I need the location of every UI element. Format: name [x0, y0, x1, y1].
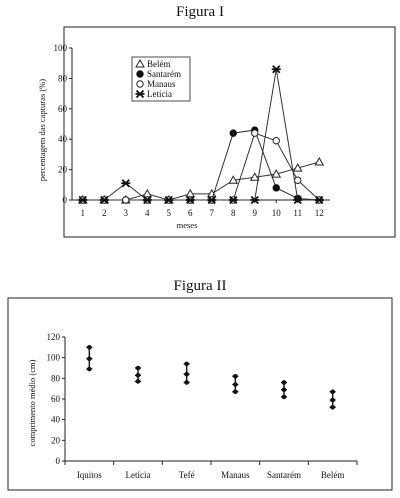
x-tick-label-leticia: Letícia: [126, 470, 151, 480]
y-tick-label: 100: [47, 353, 61, 363]
data-point-leticia: [78, 195, 88, 205]
range-mark-leticia: [135, 365, 141, 384]
x-tick-label-tefe: Tefé: [179, 470, 195, 480]
x-tick-label: 5: [167, 208, 172, 218]
data-point-leticia: [250, 195, 260, 205]
range-end-point: [330, 404, 335, 410]
range-end-point: [233, 389, 238, 395]
range-mark-tefe: [183, 361, 190, 385]
x-tick-label: 8: [231, 208, 236, 218]
figure-2-frame: [7, 297, 393, 491]
range-end-point: [330, 389, 335, 395]
y-tick-label: 60: [58, 104, 68, 114]
y-axis-label: comprimento médio (cm): [27, 359, 37, 446]
x-tick-label: 12: [315, 208, 324, 218]
range-end-point: [87, 366, 92, 372]
data-point-santarem: [272, 184, 280, 192]
range-end-point: [184, 361, 189, 367]
legend-label-belem: Belém: [147, 59, 171, 69]
y-tick-label: 40: [51, 415, 61, 425]
mean-point: [135, 372, 141, 378]
range-mark-santarem: [281, 380, 287, 400]
x-tick-label: 2: [102, 208, 107, 218]
data-point-leticia: [228, 195, 238, 205]
legend-label-santarem: Santarém: [147, 69, 181, 79]
mean-point: [330, 397, 335, 403]
legend-marker-leticia: [135, 89, 145, 99]
figure-2-title: Figura II: [173, 278, 227, 294]
range-end-point: [184, 380, 189, 385]
x-tick-label: 9: [253, 208, 258, 218]
data-point-manaus: [122, 196, 130, 204]
data-point-leticia: [314, 195, 324, 205]
data-point-leticia: [207, 195, 217, 205]
data-point-leticia: [121, 179, 131, 188]
x-tick-label: 11: [293, 208, 302, 218]
y-tick-label: 0: [56, 456, 61, 466]
range-end-point: [233, 373, 238, 379]
x-tick-label-iquitos: Iquitos: [77, 470, 102, 480]
data-point-leticia: [99, 195, 109, 205]
data-point-santarem: [229, 129, 237, 137]
data-point-leticia: [271, 65, 281, 74]
range-end-point: [87, 345, 92, 350]
legend-label-manaus: Manaus: [147, 79, 176, 89]
y-tick-label: 20: [58, 165, 68, 175]
data-point-belem: [228, 175, 239, 184]
range-mark-belem: [329, 389, 336, 410]
data-point-belem: [249, 172, 260, 181]
y-tick-label: 20: [51, 435, 61, 445]
y-tick-label: 100: [54, 43, 68, 53]
y-axis-label: percentagem das capturas (%): [37, 79, 47, 181]
x-tick-label: 6: [188, 208, 193, 218]
legend-marker-belem: [135, 58, 145, 68]
mean-point: [87, 356, 92, 362]
x-tick-label: 3: [124, 208, 129, 218]
mean-point: [233, 382, 238, 387]
range-end-point: [135, 379, 141, 384]
data-point-leticia: [142, 195, 152, 205]
range-mark-iquitos: [86, 345, 93, 372]
y-tick-label: 80: [58, 73, 68, 83]
legend-marker-manaus: [136, 80, 144, 88]
range-end-point: [135, 365, 141, 371]
data-point-manaus: [272, 137, 280, 145]
y-tick-label: 60: [51, 394, 61, 404]
range-end-point: [281, 380, 287, 385]
data-point-belem: [271, 169, 282, 178]
x-tick-label-belem: Belém: [321, 470, 345, 480]
x-tick-label: 1: [81, 208, 86, 218]
y-tick-label: 120: [47, 332, 61, 342]
data-point-leticia: [164, 195, 174, 205]
x-tick-label: 7: [210, 208, 215, 218]
series-leticia: [78, 65, 324, 205]
x-tick-label: 4: [145, 208, 150, 218]
range-end-point: [281, 394, 287, 400]
legend-label-leticia: Letícia: [147, 89, 172, 99]
x-tick-label-manaus: Manaus: [221, 470, 250, 480]
figure-1-title: Figura I: [176, 4, 224, 20]
legend-marker-santarem: [136, 70, 144, 78]
range-mark-manaus: [232, 373, 239, 395]
x-tick-label: 10: [272, 208, 282, 218]
data-point-manaus: [251, 129, 259, 137]
data-point-leticia: [293, 195, 303, 205]
figure-1-frame: [63, 26, 396, 238]
data-point-leticia: [185, 195, 195, 205]
data-point-belem: [292, 163, 303, 172]
mean-point: [281, 387, 287, 393]
y-tick-label: 80: [51, 373, 61, 383]
x-tick-label-santarem: Santarém: [267, 470, 301, 480]
y-tick-label: 0: [63, 195, 68, 205]
x-axis-label: meses: [177, 220, 198, 230]
y-tick-label: 40: [58, 134, 68, 144]
data-point-belem: [314, 156, 325, 166]
mean-point: [184, 371, 189, 377]
